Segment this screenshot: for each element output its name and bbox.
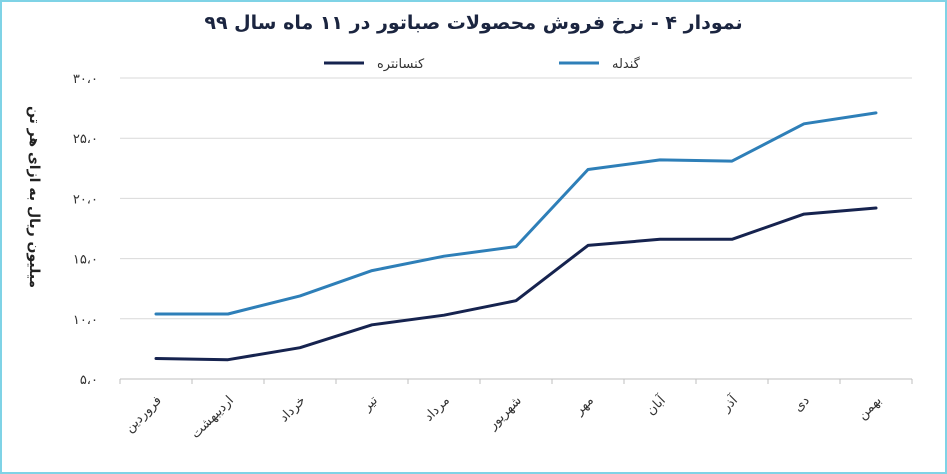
x-axis-ticks: فروردین اردیبهشت خرداد تیر مرداد شهریور مهر آبا… [119, 378, 913, 442]
x-tick-label: تیر [359, 393, 381, 415]
x-tick-label: فروردین [122, 393, 165, 436]
series-line-0 [154, 206, 878, 362]
y-axis-label: میلیون ریال به ازای هر تن [26, 106, 42, 288]
x-tick-label: آذر [717, 391, 742, 416]
x-tick-label: خرداد [277, 393, 309, 425]
x-tick-label: بهمن [855, 393, 885, 423]
legend-label: گندله [612, 56, 641, 72]
x-tick-label: آبان [642, 391, 670, 419]
chart-title: نمودار ۴ - نرخ فروش محصولات صباتور در ۱۱… [204, 12, 743, 34]
x-tick-label: اردیبهشت [188, 393, 236, 441]
x-tick-label: شهریور [485, 393, 525, 433]
y-tick-label: ۳۰،۰ [73, 72, 98, 87]
y-tick-label: ۵،۰ [80, 373, 98, 388]
legend: کنسانتره گندله [324, 56, 641, 72]
legend-label: کنسانتره [377, 57, 425, 72]
y-axis-ticks: ۵،۰ ۱۰،۰ ۱۵،۰ ۲۰،۰ ۲۵،۰ ۳۰،۰ [73, 72, 98, 388]
y-tick-label: ۲۵،۰ [73, 132, 98, 147]
y-tick-label: ۱۰،۰ [73, 313, 98, 328]
y-tick-label: ۱۵،۰ [73, 253, 98, 268]
x-tick-label: مهر [571, 393, 597, 419]
x-tick-label: مرداد [421, 393, 452, 424]
series-lines [154, 111, 878, 362]
x-tick-label: دی [791, 393, 813, 415]
y-tick-label: ۲۰،۰ [73, 192, 98, 207]
series-line-1 [154, 111, 878, 316]
gridlines [120, 77, 912, 380]
